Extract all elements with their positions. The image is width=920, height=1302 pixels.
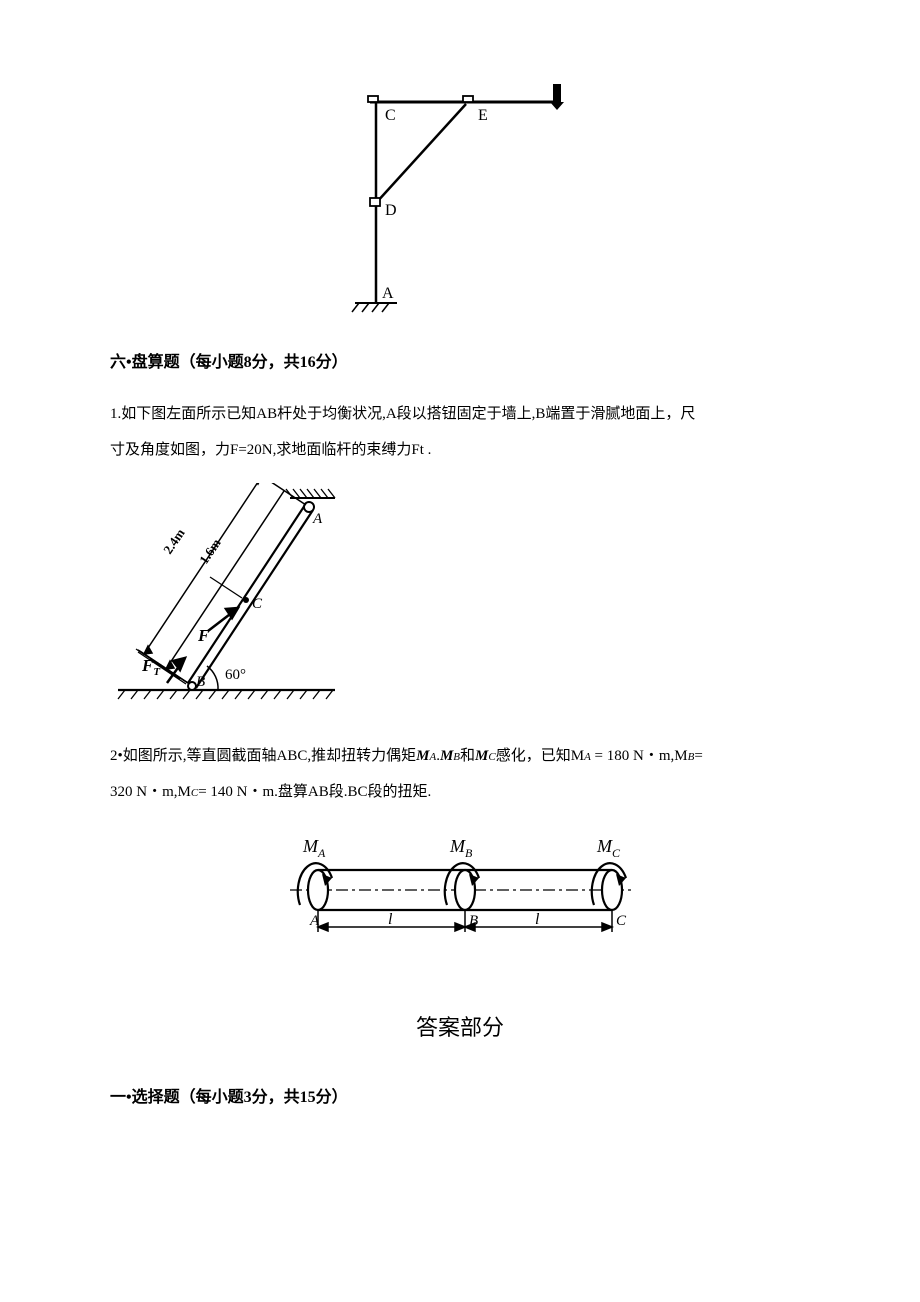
problem1-line2: 寸及角度如图，力F=20N,求地面临杆的束缚力Ft . [110, 442, 431, 458]
truss-label-a: A [382, 285, 394, 302]
p2-mb: M [440, 748, 453, 764]
p2d-c: C [616, 913, 627, 929]
answer-section-header: 答案部分 [110, 1010, 810, 1045]
p1-label-ft: FT [141, 656, 161, 678]
p2d-a: A [309, 913, 320, 929]
p2-p6: = 140 N・m.盘算AB段.BC段的扭矩. [198, 784, 431, 800]
p2-p2sub: A [584, 751, 591, 763]
p1-label-c: C [252, 596, 263, 612]
p1-label-24m: 2.4m [160, 525, 188, 556]
p2d-l1: l [388, 911, 393, 928]
p2-mb-sub: B [453, 751, 460, 763]
p2d-b: B [469, 913, 478, 929]
problem1-diagram: A B C F FT 60° 2.4m 1.6m [110, 483, 340, 713]
problem2-text: 2•如图所示,等直圆截面轴ABC,推却扭转力偶矩MA.MB和MC感化，已知MA … [110, 738, 810, 810]
p2-p3: = 180 N・m,M [591, 748, 688, 764]
p2-ma: M [416, 748, 429, 764]
p2-p1: 2•如图所示,等直圆截面轴ABC,推却扭转力偶矩 [110, 748, 416, 764]
problem1-diagram-container: A B C F FT 60° 2.4m 1.6m [110, 483, 810, 713]
p2d-ma: MA [302, 836, 326, 860]
truss-label-e: E [478, 107, 488, 124]
p2-p5: 320 N・m,M [110, 784, 191, 800]
section6-header: 六•盘算题（每小题8分，共16分） [110, 350, 810, 376]
p2-mc-sub: C [488, 751, 495, 763]
problem1-text: 1.如下图左面所示已知AB杆处于均衡状况,A段以搭钮固定于墙上,B端置于滑腻地面… [110, 396, 810, 468]
p2d-mb: MB [449, 836, 473, 860]
p1-label-a: A [312, 511, 323, 527]
p1-label-f: F [197, 626, 210, 645]
problem1-line1: 1.如下图左面所示已知AB杆处于均衡状况,A段以搭钮固定于墙上,B端置于滑腻地面… [110, 406, 695, 422]
truss-label-c: C [385, 107, 396, 124]
problem2-diagram-container: MA MB MC A B C l l [110, 830, 810, 970]
p2-p2: 感化，已知M [496, 748, 584, 764]
truss-diagram: C E D A [335, 80, 585, 330]
truss-label-d: D [385, 202, 397, 219]
p2-p4: = [694, 748, 702, 764]
problem2-diagram: MA MB MC A B C l l [270, 830, 650, 970]
p2d-mc: MC [596, 836, 621, 860]
section1-header: 一•选择题（每小题3分，共15分） [110, 1085, 810, 1111]
p2d-l2: l [535, 911, 540, 928]
p2-and: 和 [460, 748, 475, 764]
p2-mc: M [475, 748, 488, 764]
p1-label-b: B [196, 674, 205, 690]
truss-diagram-container: C E D A [110, 80, 810, 330]
p1-label-angle: 60° [225, 667, 246, 683]
